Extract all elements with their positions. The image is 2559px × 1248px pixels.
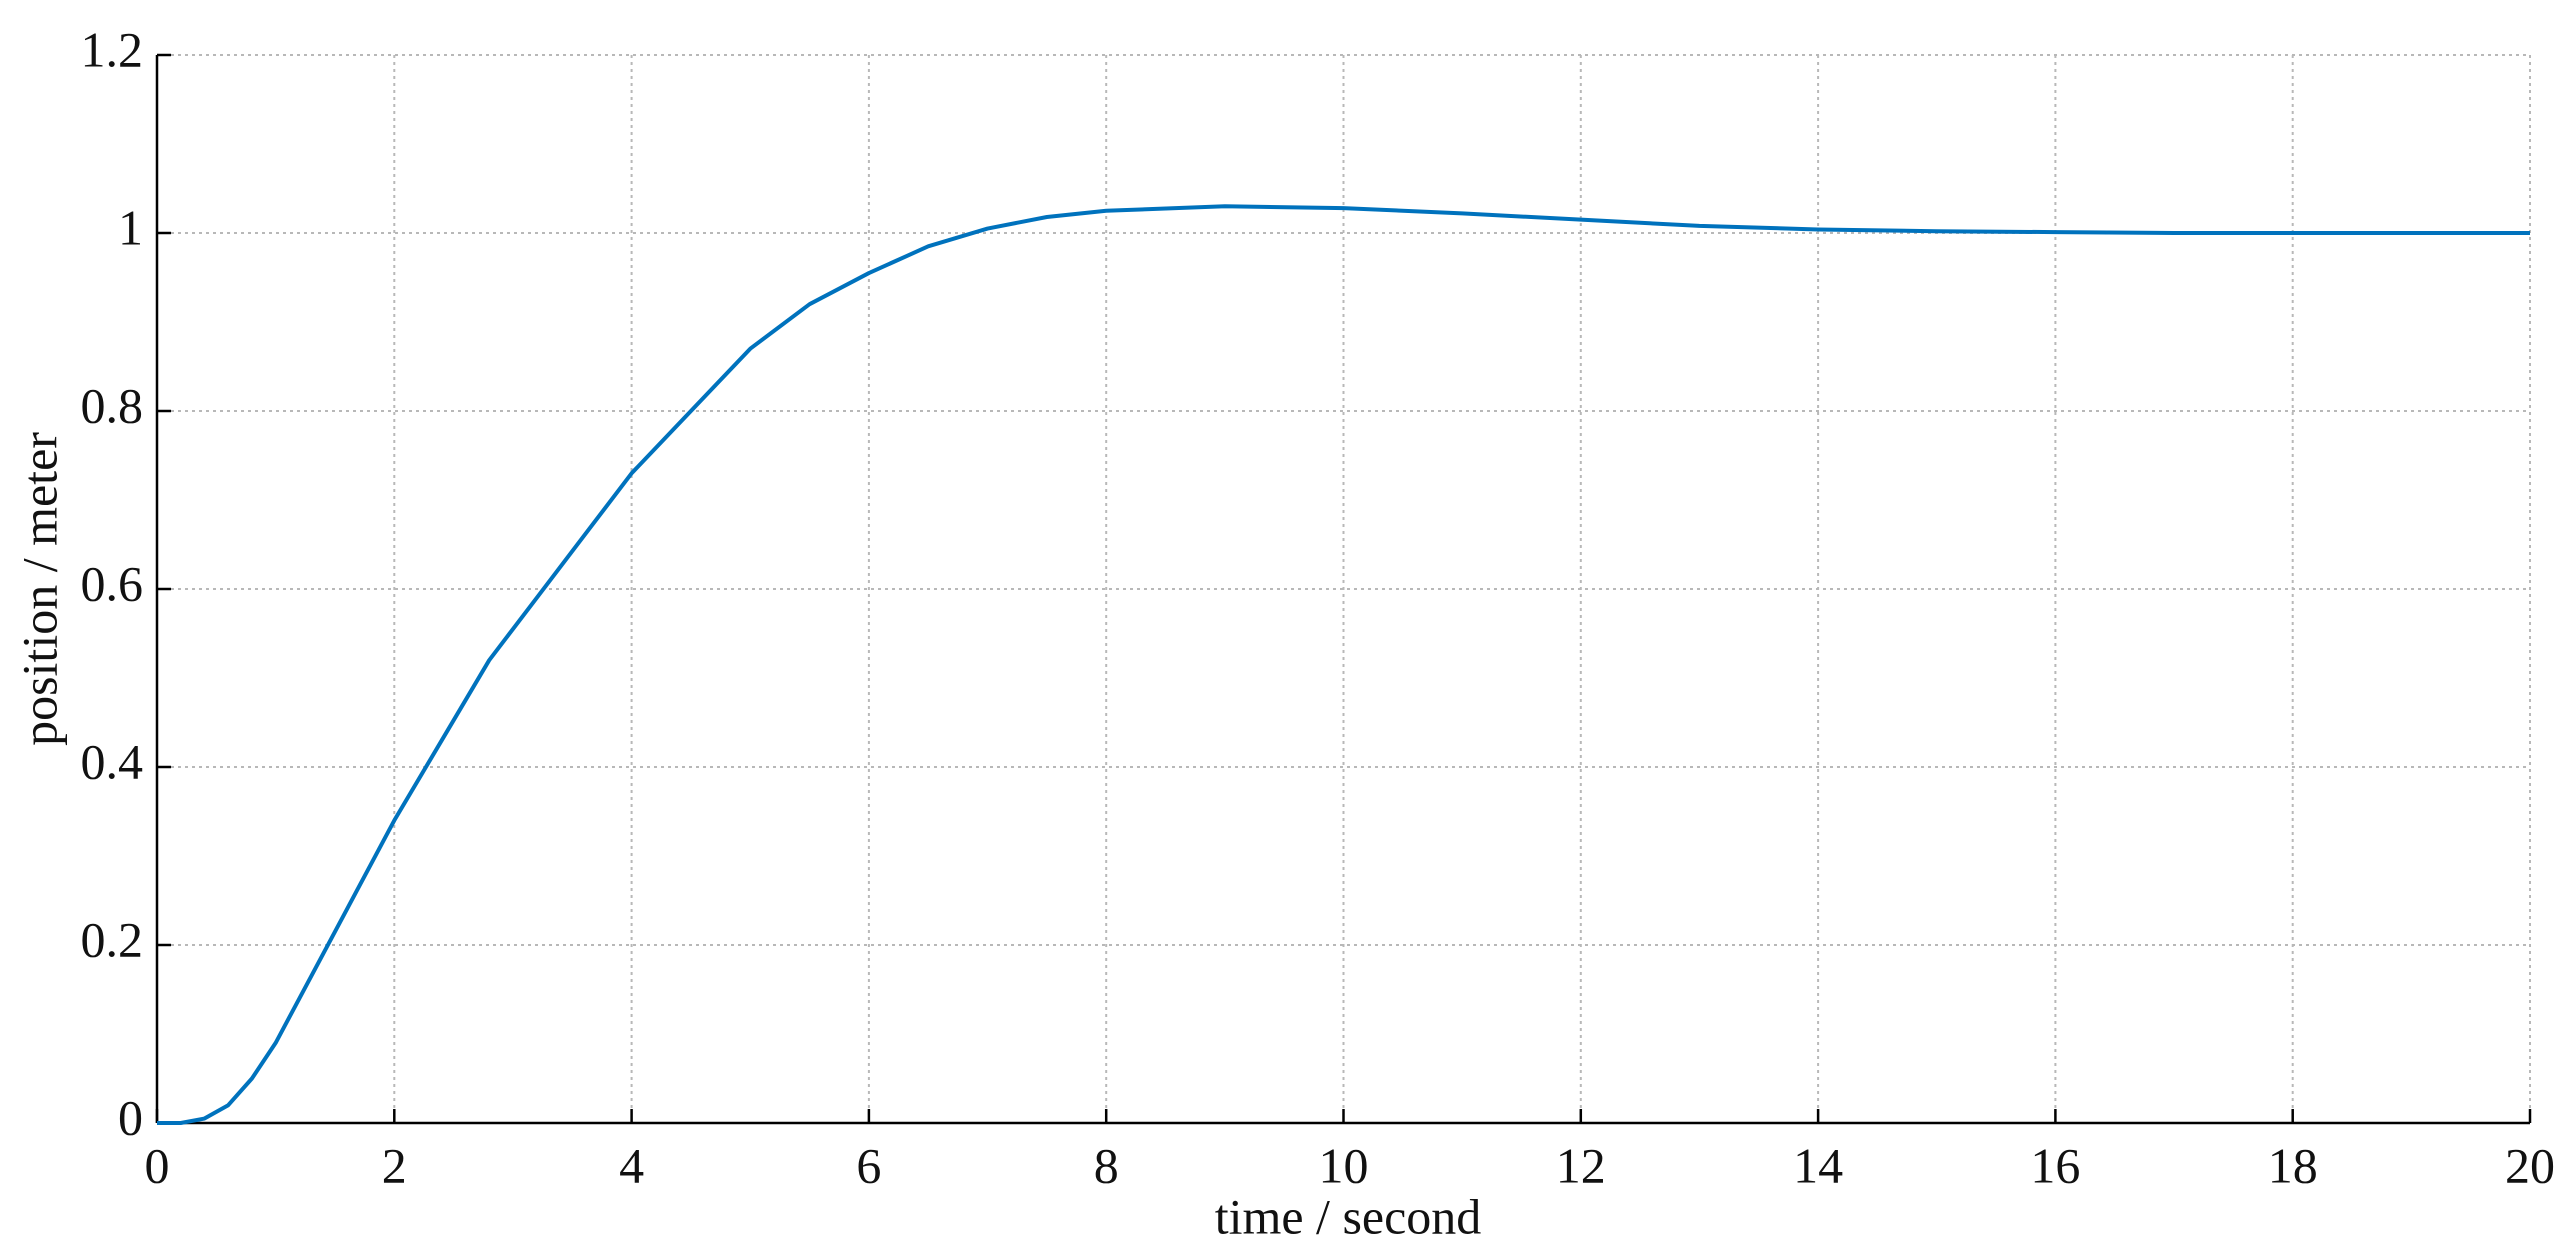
x-tick-label: 20 (2505, 1137, 2555, 1193)
x-tick-label: 4 (619, 1137, 644, 1193)
x-tick-label: 6 (856, 1137, 881, 1193)
x-tick-label: 18 (2268, 1137, 2318, 1193)
y-tick-label: 0.8 (81, 377, 144, 433)
y-tick-label: 0 (118, 1089, 143, 1145)
x-tick-label: 2 (382, 1137, 407, 1193)
x-tick-label: 16 (2030, 1137, 2080, 1193)
x-axis-label: time / second (1215, 1188, 1482, 1244)
y-tick-label: 0.4 (81, 733, 144, 789)
y-tick-label: 0.2 (81, 911, 144, 967)
x-tick-label: 10 (1319, 1137, 1369, 1193)
y-tick-label: 1.2 (81, 21, 144, 77)
x-tick-label: 12 (1556, 1137, 1606, 1193)
data-line (157, 204, 2530, 1125)
x-tick-label: 14 (1793, 1137, 1843, 1193)
y-axis-label: position / meter (11, 432, 67, 746)
y-tick-label: 0.6 (81, 555, 144, 611)
x-tick-label: 0 (145, 1137, 170, 1193)
x-tick-label: 8 (1094, 1137, 1119, 1193)
y-tick-label: 1 (118, 199, 143, 255)
